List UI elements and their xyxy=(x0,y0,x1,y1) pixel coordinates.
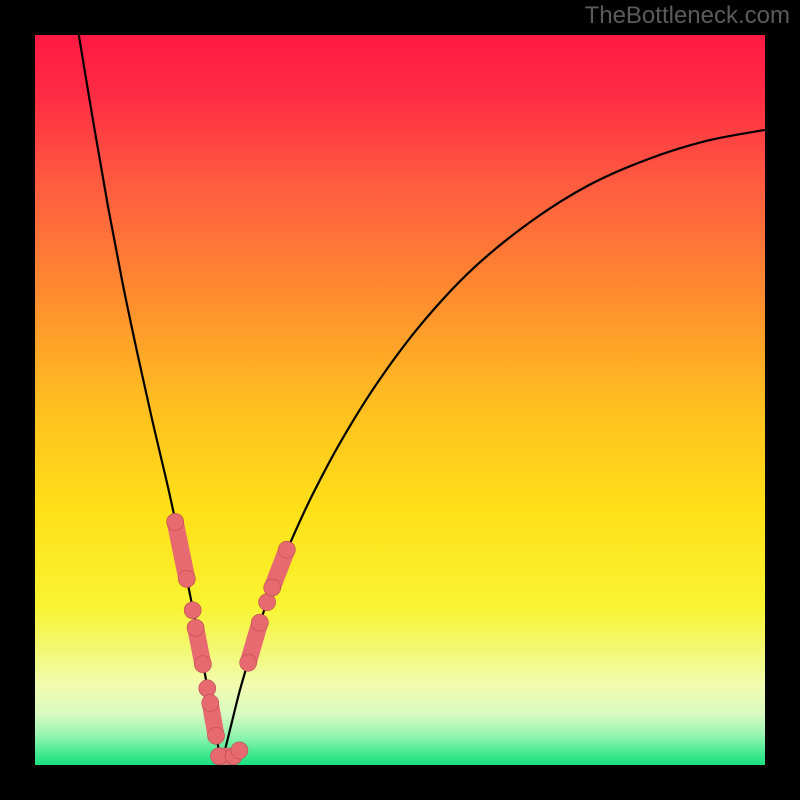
marker-capsule-end xyxy=(278,541,295,558)
marker-dot xyxy=(184,602,201,619)
marker-capsule-end xyxy=(187,619,204,636)
marker-capsule-end xyxy=(202,694,219,711)
marker-dot xyxy=(199,680,216,697)
marker-capsule-end xyxy=(178,570,195,587)
marker-capsule-end xyxy=(167,513,184,530)
marker-capsule-end xyxy=(251,614,268,631)
gradient-background xyxy=(35,35,765,765)
marker-capsule-end xyxy=(208,727,225,744)
marker-dot xyxy=(231,742,248,759)
chart-frame: TheBottleneck.com xyxy=(0,0,800,800)
plot-area xyxy=(35,35,765,765)
plot-svg xyxy=(35,35,765,765)
marker-capsule-end xyxy=(264,579,281,596)
marker-capsule-end xyxy=(194,656,211,673)
watermark-text: TheBottleneck.com xyxy=(585,2,790,30)
marker-capsule-end xyxy=(240,654,257,671)
